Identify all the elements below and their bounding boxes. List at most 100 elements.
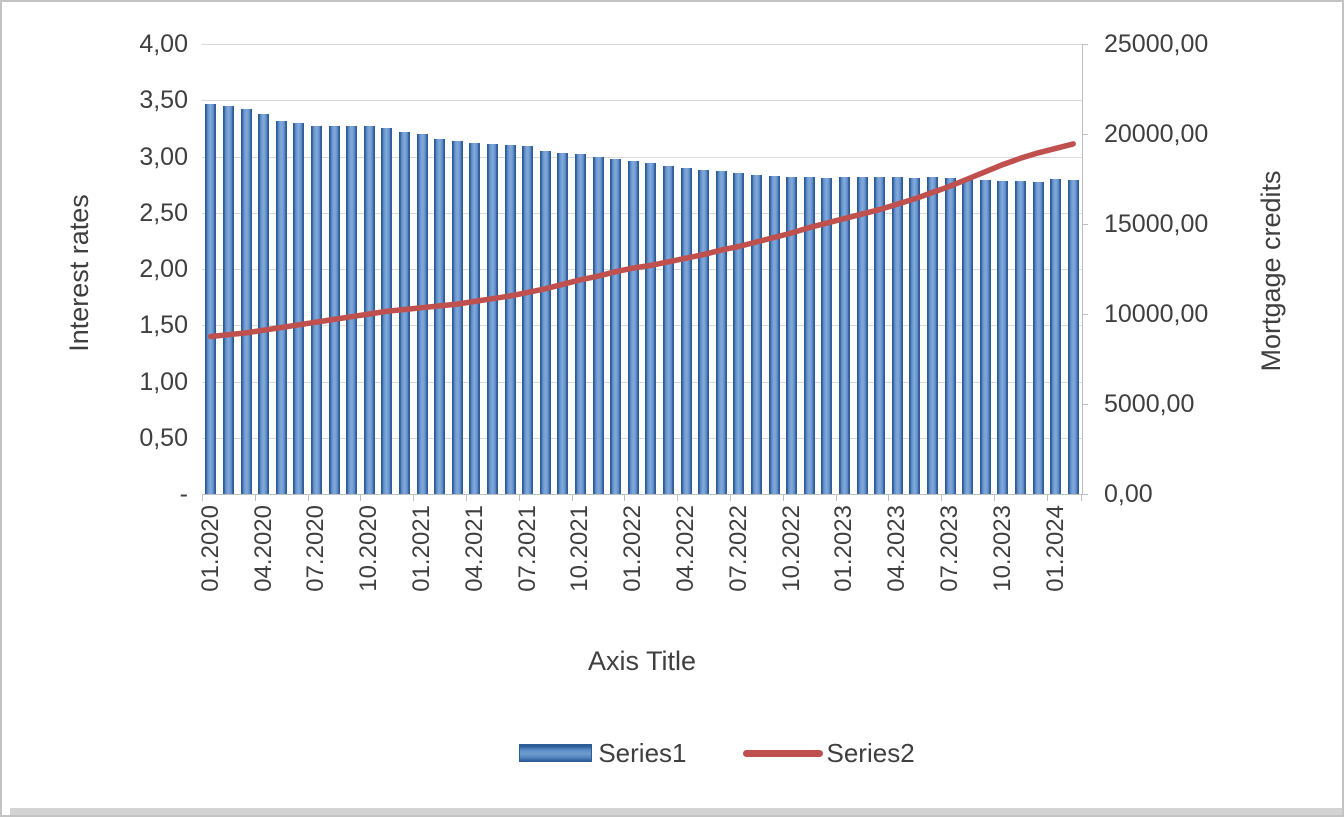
- right-axis-tick-label: 20000,00: [1104, 120, 1209, 148]
- bar-series1: [803, 176, 815, 494]
- bar-series1: [680, 167, 692, 494]
- x-axis-line: [202, 494, 1082, 495]
- bar-series1: [645, 163, 657, 494]
- bar-series1: [504, 145, 516, 494]
- window-bottom-edge: [10, 808, 1342, 815]
- bar-series1: [1014, 181, 1026, 494]
- x-axis-title: Axis Title: [587, 646, 697, 676]
- legend: Series1 Series2: [92, 738, 1342, 768]
- bar-series1: [979, 180, 991, 494]
- bar-series1: [574, 154, 586, 494]
- bar-series1: [557, 153, 569, 494]
- plot-area: [202, 44, 1088, 501]
- line-series2: [208, 141, 1076, 340]
- bar-series1: [1067, 180, 1079, 494]
- gridline: [202, 44, 1082, 45]
- right-axis-tick-label: 15000,00: [1104, 210, 1209, 238]
- x-axis-tick-label: 07.2021: [513, 505, 541, 592]
- series2-line-swatch-icon: [742, 749, 823, 757]
- x-axis-tick: [466, 495, 467, 501]
- x-axis-tick-label: 04.2021: [460, 505, 488, 592]
- left-axis-tick-label: -: [179, 480, 188, 508]
- x-axis-tick: [730, 495, 731, 501]
- x-axis-tick-label: 07.2023: [936, 505, 963, 592]
- left-axis-tick-label: 2,00: [139, 255, 188, 283]
- left-axis-tick-label: 1,50: [139, 311, 188, 340]
- bar-series1: [486, 144, 498, 494]
- x-axis-tick: [518, 495, 520, 501]
- left-axis-tick-label: 3,00: [139, 142, 188, 171]
- bar-series1: [205, 103, 217, 494]
- left-axis-tick-label: 3,50: [139, 86, 188, 115]
- x-axis-tick-label: 10.2023: [988, 505, 1016, 592]
- bar-series1: [768, 175, 780, 494]
- x-axis-tick: [888, 495, 890, 501]
- bar-series1: [258, 113, 270, 494]
- left-axis-tick-label: 1,00: [139, 367, 188, 396]
- x-axis-tick-label: 10.2022: [777, 505, 805, 592]
- bar-series1: [328, 126, 340, 494]
- bar-series1: [416, 134, 428, 494]
- x-axis-tick-label: 04.2020: [249, 505, 277, 592]
- x-axis-tick-label: 01.2021: [408, 505, 435, 592]
- left-axis-tick-label: 0,50: [139, 423, 188, 452]
- bar-series1: [662, 165, 674, 494]
- right-axis-tick-label: 25000,00: [1104, 30, 1209, 58]
- right-axis-tick: [1082, 404, 1088, 405]
- x-axis-tick: [782, 495, 784, 501]
- x-axis-tick-label: 01.2020: [196, 505, 224, 592]
- bar-series1: [733, 173, 745, 494]
- x-axis-tick: [571, 495, 573, 501]
- right-axis-tick: [1082, 134, 1088, 135]
- x-axis-tick: [624, 495, 626, 501]
- gridline: [202, 156, 1082, 158]
- x-axis-tick-label: 01.2024: [1041, 505, 1069, 592]
- bar-series1: [610, 158, 622, 494]
- bar-series1: [786, 176, 798, 494]
- right-axis-tick-label: 5000,00: [1104, 390, 1195, 418]
- bar-series1: [856, 176, 868, 494]
- bar-series1: [363, 126, 375, 494]
- gridline: [202, 325, 1082, 327]
- legend-item-series1: Series1: [519, 738, 687, 768]
- gridline: [202, 381, 1082, 383]
- bar-series1: [838, 176, 850, 494]
- bar-series1: [1050, 179, 1062, 494]
- bar-series1: [592, 156, 604, 494]
- left-axis-tick-label: 4,00: [139, 30, 188, 58]
- legend-label-series2: Series2: [826, 738, 915, 768]
- right-axis-tick: [1082, 224, 1088, 225]
- x-axis-tick: [1081, 495, 1082, 501]
- bar-series1: [926, 176, 938, 494]
- bar-series1: [222, 105, 234, 494]
- bar-series1: [434, 138, 446, 494]
- bar-series1: [715, 171, 727, 494]
- series1-bar-swatch-icon: [519, 744, 593, 762]
- right-axis-title: Mortgage credits: [1256, 170, 1286, 372]
- bar-series1: [891, 176, 903, 494]
- legend-item-series2: Series2: [742, 738, 915, 768]
- bar-series1: [346, 126, 358, 494]
- bar-series1: [1032, 182, 1044, 494]
- left-axis-title: Interest rates: [64, 194, 94, 352]
- x-axis-tick-label: 01.2023: [830, 505, 858, 592]
- x-axis-tick-label: 04.2023: [883, 505, 911, 592]
- gridline: [202, 212, 1082, 214]
- x-axis-tick: [835, 495, 837, 501]
- bar-series1: [539, 150, 551, 494]
- x-axis-tick: [360, 495, 362, 501]
- x-axis-tick-label: 07.2022: [724, 505, 752, 592]
- bar-series1: [398, 131, 410, 494]
- right-axis-tick: [1082, 44, 1088, 45]
- right-axis-tick: [1082, 494, 1088, 495]
- gridline: [202, 100, 1082, 102]
- legend-label-series1: Series1: [598, 738, 687, 768]
- x-axis-tick-label: 04.2022: [672, 505, 699, 592]
- bar-series1: [698, 170, 710, 494]
- bar-series1: [909, 177, 921, 494]
- right-axis-tick: [1082, 314, 1088, 315]
- bar-series1: [293, 122, 305, 494]
- x-axis-tick: [307, 495, 309, 501]
- bar-series1: [821, 177, 833, 494]
